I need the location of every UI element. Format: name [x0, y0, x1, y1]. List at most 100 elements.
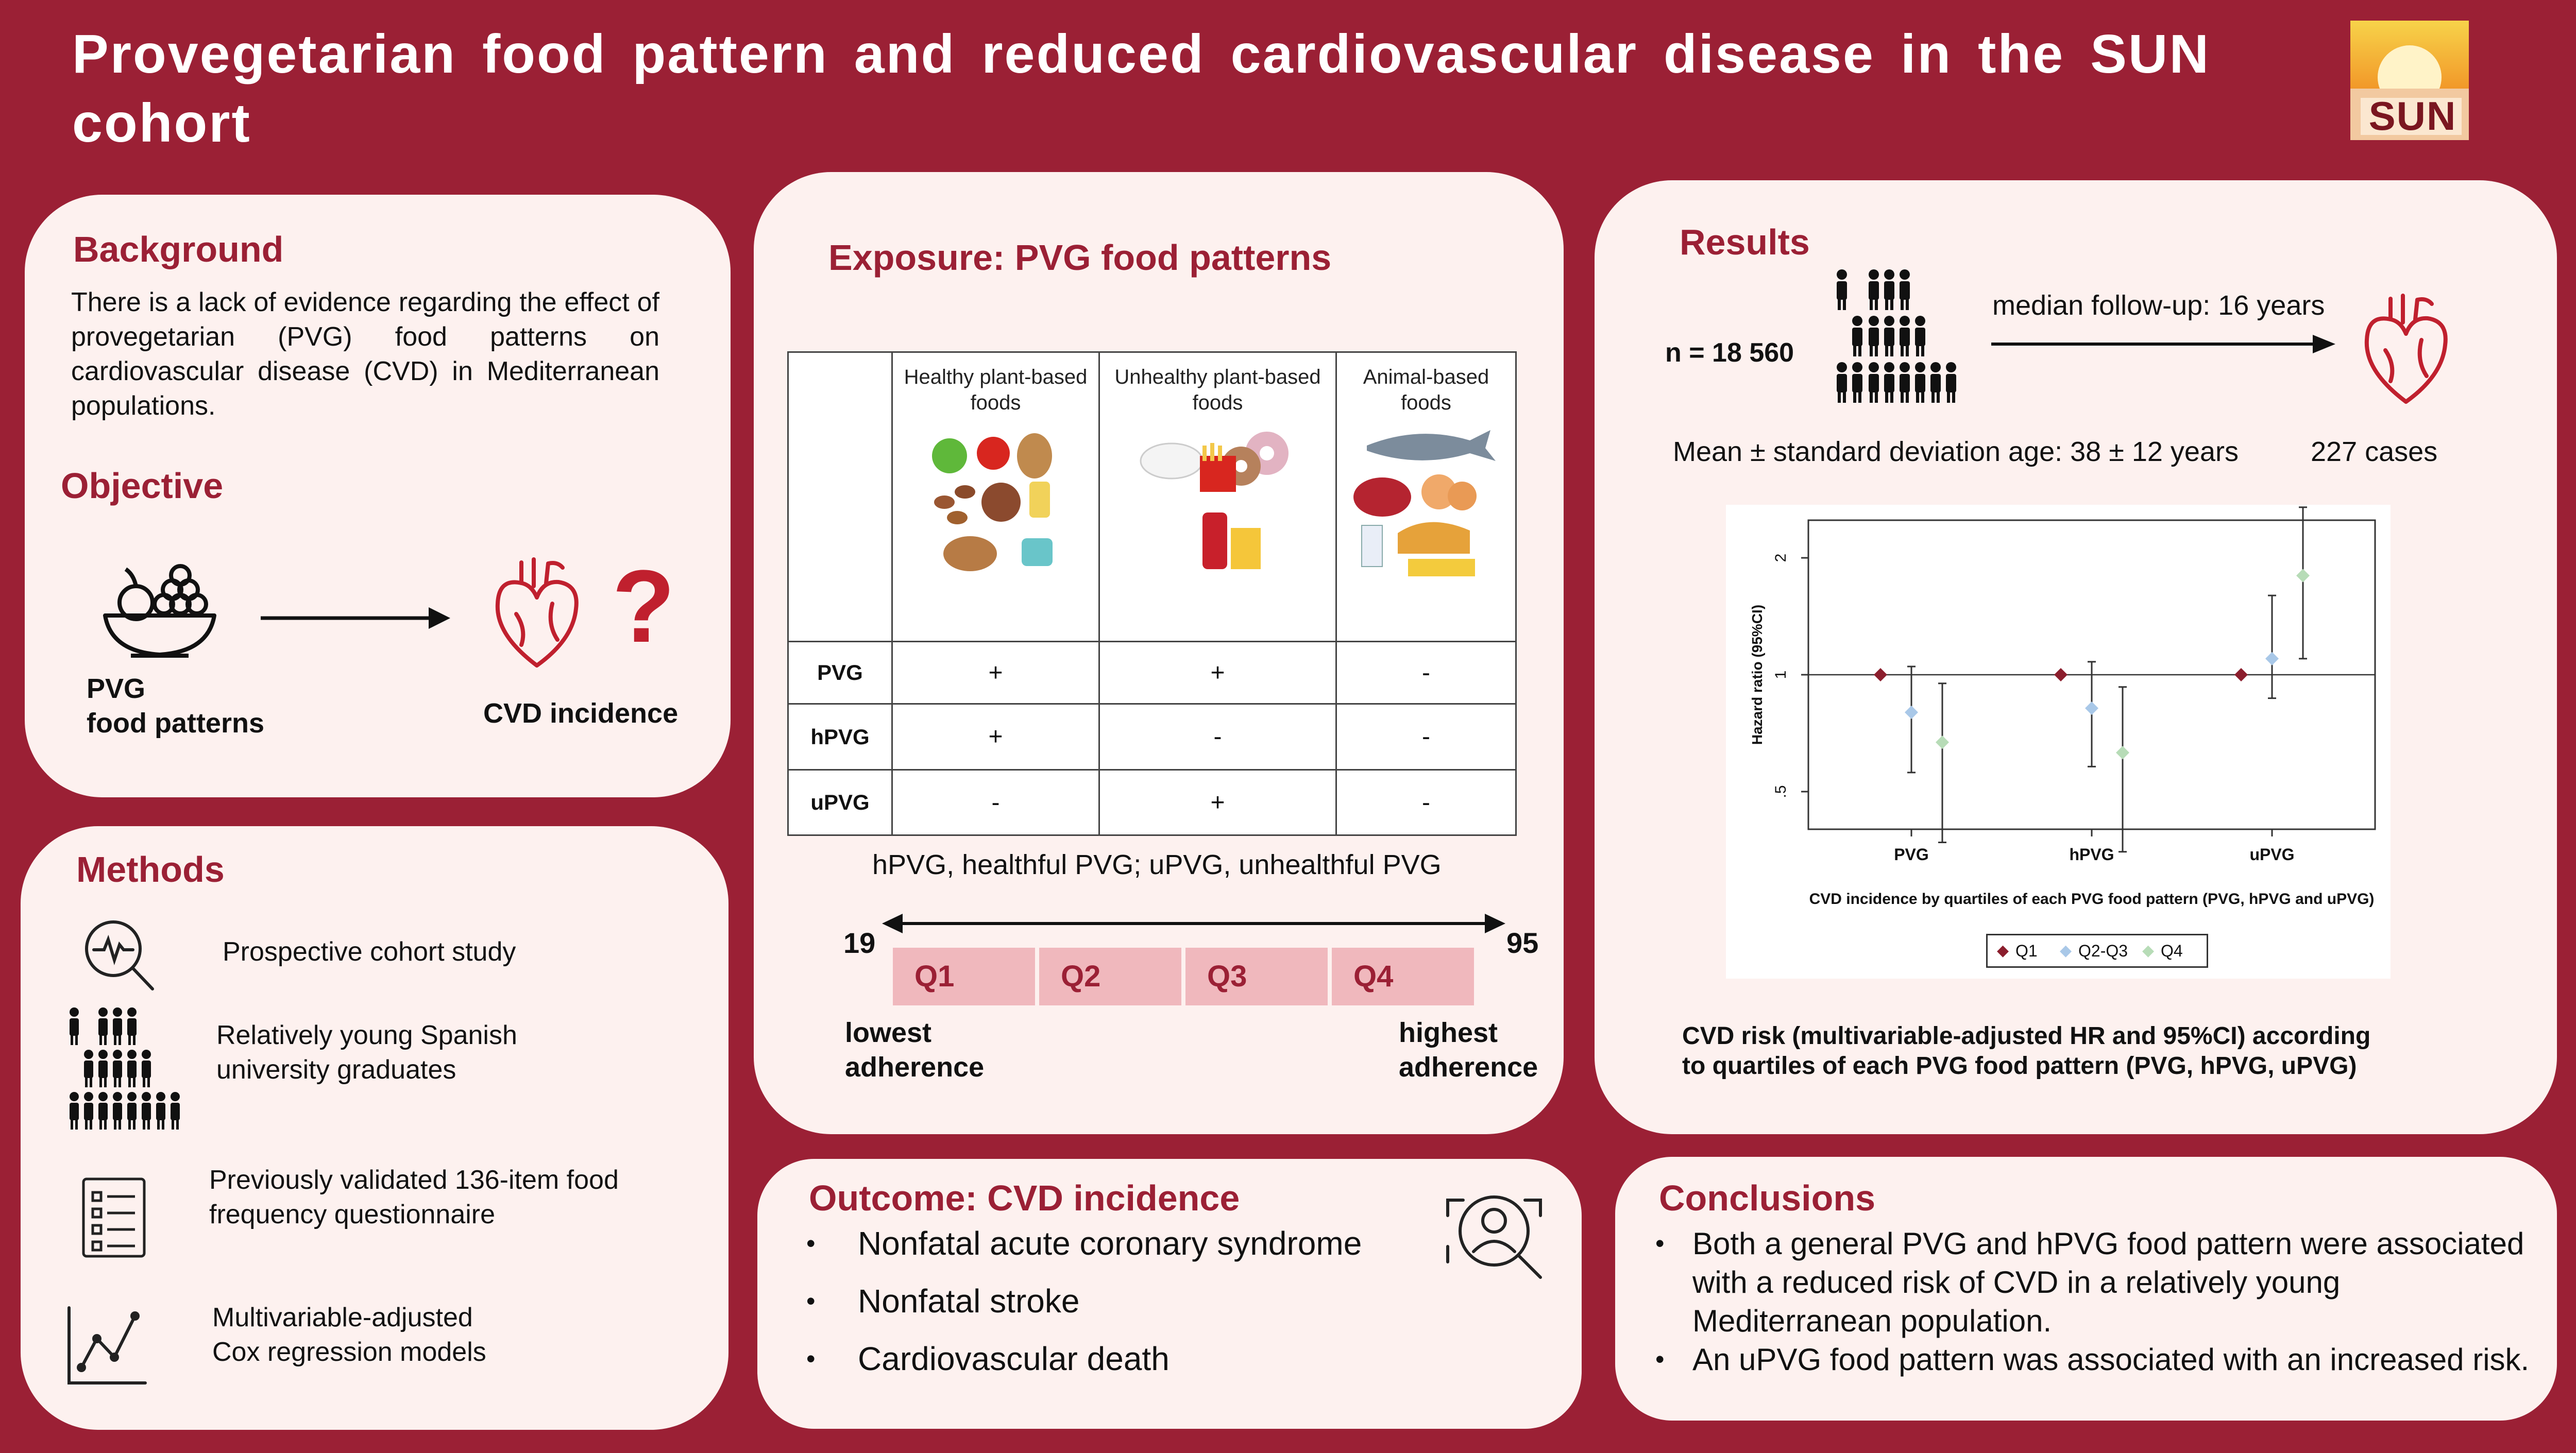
- results-caption-2: to quartiles of each PVG food pattern (P…: [1682, 1052, 2357, 1080]
- col-animal-based: Animal-based foods: [1335, 351, 1517, 642]
- col-unhealthy-plant: Unhealthy plant-based foods: [1098, 351, 1337, 642]
- point-q2-q3-pvg: [1905, 706, 1918, 720]
- point-q4-hpvg: [2116, 746, 2129, 760]
- point-q1-pvg: [1874, 668, 1887, 681]
- conclusions-heading: Conclusions: [1659, 1178, 1876, 1218]
- legend-q1: Q1: [2015, 942, 2038, 960]
- point-q2-q3-upvg: [2265, 652, 2279, 665]
- row-label-upvg: uPVG: [787, 769, 893, 836]
- forest-plot: .5 1 2 PVG hPVG uPVG Hazard ratio (95%CI) CV…: [1726, 505, 2391, 979]
- pvg-healthy-sign: +: [891, 641, 1100, 705]
- objective-food-patterns-label: food patterns: [87, 708, 264, 739]
- lowest-label-1: lowest: [845, 1017, 932, 1048]
- x-tick-label-pvg: PVG: [1894, 845, 1929, 864]
- outcome-panel: [757, 1159, 1582, 1429]
- row-label-pvg: PVG: [787, 641, 893, 705]
- pvg-unhealthy-sign: +: [1098, 641, 1337, 705]
- follow-up-text: median follow-up: 16 years: [1992, 290, 2325, 321]
- logo-text: SUN: [2368, 93, 2457, 139]
- unhealthy-foods-illustration: [1140, 432, 1289, 569]
- col-unhealthy-line2: foods: [1192, 391, 1243, 414]
- pvg-animal-sign: -: [1335, 641, 1517, 705]
- x-tick-label-hpvg: hPVG: [2069, 845, 2114, 864]
- outcome-item-2-text: Nonfatal stroke: [858, 1283, 1080, 1320]
- col-animal-line1: Animal-based: [1363, 366, 1489, 388]
- adherence-double-arrow: [882, 911, 1505, 939]
- background-objective-panel: [25, 195, 731, 797]
- point-q1-hpvg: [2054, 668, 2067, 681]
- methods-panel: [21, 826, 728, 1430]
- conclusion-item-2: • An uPVG food pattern was associated wi…: [1655, 1340, 2537, 1379]
- legend-q23-marker: ◆: [2060, 942, 2072, 959]
- outcome-item-3: • Cardiovascular death: [806, 1338, 1170, 1379]
- upvg-healthy-sign: -: [891, 769, 1100, 836]
- quartile-q1: Q1: [893, 948, 1035, 1005]
- hpvg-unhealthy-sign: -: [1098, 703, 1337, 771]
- people-pyramid-icon: [68, 1007, 181, 1138]
- methods-item-4-text-2: Cox regression models: [212, 1337, 486, 1367]
- heart-icon: [2360, 294, 2452, 409]
- bullet-dot: •: [1655, 1229, 1665, 1258]
- y-tick-label: 2: [1772, 554, 1789, 562]
- results-caption-1: CVD risk (multivariable-adjusted HR and …: [1682, 1022, 2371, 1050]
- lowest-label-2: adherence: [845, 1052, 985, 1083]
- quartile-q4: Q4: [1332, 948, 1474, 1005]
- x-axis-label: CVD incidence by quartiles of each PVG f…: [1809, 891, 2375, 908]
- exposure-table: Healthy plant-based foods Unhealthy plan…: [787, 351, 1517, 836]
- methods-heading: Methods: [76, 849, 225, 890]
- conclusions-panel: [1615, 1157, 2557, 1421]
- person-search-icon: [1437, 1185, 1556, 1290]
- monitor-magnifier-icon: [77, 917, 160, 997]
- fruit-bowl-icon: [100, 554, 219, 664]
- col-healthy-line1: Healthy plant-based: [904, 366, 1088, 388]
- n-label: n = 18 560: [1665, 338, 1794, 368]
- results-heading: Results: [1680, 222, 1810, 262]
- legend-q4: Q4: [2161, 942, 2183, 960]
- quartile-q2: Q2: [1039, 948, 1181, 1005]
- y-tick-label: .5: [1772, 785, 1789, 798]
- sun-logo: SUN: [2350, 21, 2469, 140]
- legend-q1-marker: ◆: [1997, 942, 2009, 959]
- methods-item-2-text-2: university graduates: [216, 1055, 456, 1085]
- exposure-heading: Exposure: PVG food patterns: [828, 237, 1332, 278]
- col-healthy-plant: Healthy plant-based foods: [891, 351, 1100, 642]
- animal-foods-illustration: [1353, 430, 1496, 576]
- questionnaire-icon: [81, 1177, 148, 1262]
- bullet-dot: •: [806, 1287, 816, 1315]
- follow-up-arrow: [1991, 334, 2336, 357]
- forest-plot-svg: .5 1 2 PVG hPVG uPVG Hazard ratio (95%CI) CV…: [1749, 506, 2376, 908]
- objective-arrow: [261, 605, 451, 634]
- table-corner-cell: [787, 351, 893, 642]
- row-label-hpvg: hPVG: [787, 703, 893, 771]
- question-mark: ?: [612, 549, 675, 664]
- plot-legend: ◆ Q1 ◆ Q2-Q3 ◆ Q4: [1986, 934, 2208, 968]
- bullet-dot: •: [806, 1344, 816, 1373]
- scale-max: 95: [1506, 927, 1539, 959]
- line-graph-icon: [65, 1306, 147, 1391]
- objective-pvg-label: PVG: [87, 673, 146, 704]
- methods-item-4-text-1: Multivariable-adjusted: [212, 1303, 473, 1332]
- objective-heading: Objective: [61, 466, 224, 506]
- point-q1-upvg: [2234, 668, 2248, 681]
- y-axis-label: Hazard ratio (95%CI): [1749, 605, 1765, 745]
- exposure-footnote: hPVG, healthful PVG; uPVG, unhealthful P…: [872, 849, 1442, 880]
- conclusion-item-2-text: An uPVG food pattern was associated with…: [1692, 1342, 2530, 1377]
- background-text: There is a lack of evidence regarding th…: [71, 287, 659, 421]
- heart-icon: [490, 557, 583, 673]
- quartile-q3: Q3: [1185, 948, 1328, 1005]
- upvg-unhealthy-sign: +: [1098, 769, 1337, 836]
- outcome-item-1-text: Nonfatal acute coronary syndrome: [858, 1225, 1362, 1262]
- point-q2-q3-hpvg: [2085, 701, 2098, 715]
- outcome-item-1: • Nonfatal acute coronary syndrome: [806, 1223, 1362, 1264]
- col-unhealthy-line1: Unhealthy plant-based: [1114, 366, 1321, 388]
- legend-q23: Q2-Q3: [2078, 942, 2128, 960]
- highest-label-2: adherence: [1399, 1052, 1538, 1083]
- col-healthy-line2: foods: [970, 391, 1021, 414]
- x-tick-label-upvg: uPVG: [2249, 845, 2294, 864]
- methods-item-3-text-2: frequency questionnaire: [209, 1200, 496, 1229]
- methods-item-3-text-1: Previously validated 136-item food: [209, 1165, 619, 1195]
- age-text: Mean ± standard deviation age: 38 ± 12 y…: [1673, 436, 2239, 467]
- background-heading: Background: [73, 229, 284, 269]
- healthy-foods-illustration: [931, 433, 1053, 571]
- poster-title: Provegetarian food pattern and reduced c…: [72, 24, 2210, 153]
